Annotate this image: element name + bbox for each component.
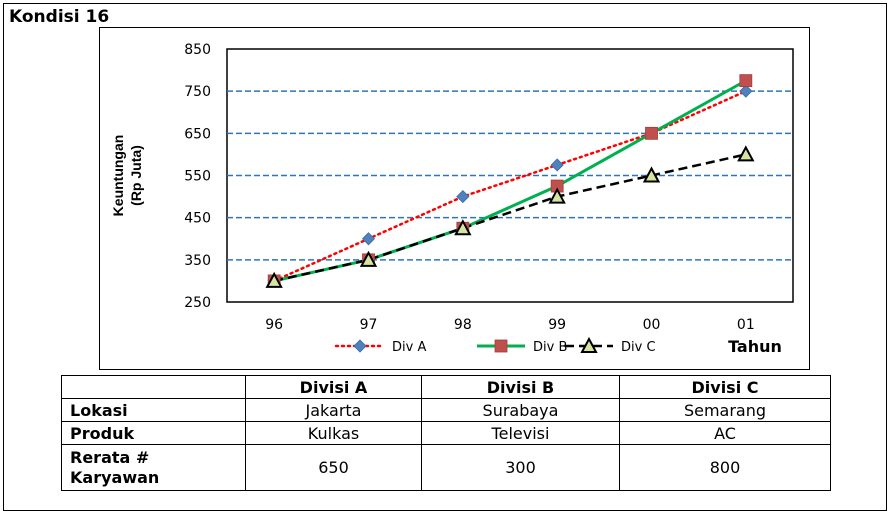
data-point-div-c xyxy=(359,250,378,267)
cell-produk-b: Televisi xyxy=(421,421,620,445)
cell-lokasi-b: Surabaya xyxy=(421,398,620,422)
table-header-divisi-a: Divisi A xyxy=(245,375,422,399)
cell-karyawan-b: 300 xyxy=(421,444,620,491)
y-tick-label: 450 xyxy=(184,211,211,227)
data-point-div-a xyxy=(456,190,470,204)
x-axis-label: Tahun xyxy=(728,337,782,356)
row-label-lokasi: Lokasi xyxy=(61,398,246,422)
cell-produk-c: AC xyxy=(619,421,831,445)
cell-produk-a: Kulkas xyxy=(245,421,422,445)
data-point-div-a xyxy=(550,158,564,172)
data-point-div-c xyxy=(642,166,661,183)
x-tick-label: 97 xyxy=(360,317,378,333)
cell-lokasi-a: Jakarta xyxy=(245,398,422,422)
data-point-div-c xyxy=(265,271,283,288)
y-tick-label: 550 xyxy=(184,169,211,185)
x-tick-label: 99 xyxy=(548,317,566,333)
y-tick-label: 250 xyxy=(184,295,211,311)
outer-frame xyxy=(3,3,887,511)
legend-label-div-b: Div B xyxy=(533,340,567,355)
data-point-div-c xyxy=(737,145,755,162)
cell-karyawan-c: 800 xyxy=(619,444,831,491)
y-tick-label: 850 xyxy=(184,42,211,58)
table-row: Produk Kulkas Televisi AC xyxy=(61,421,831,445)
table-header-empty xyxy=(61,375,246,399)
cell-lokasi-c: Semarang xyxy=(619,398,831,422)
legend-marker-div-c xyxy=(580,336,598,353)
series-line-div-c xyxy=(273,153,747,283)
series-line-div-a xyxy=(272,89,748,283)
y-axis-label: (Rp Juta) xyxy=(128,145,144,206)
data-point-div-c xyxy=(454,219,472,236)
x-tick-label: 00 xyxy=(643,317,661,333)
legend-marker-div-b xyxy=(494,339,508,353)
legend-marker-div-a xyxy=(353,339,367,353)
table-header-row: Divisi A Divisi B Divisi C xyxy=(61,375,831,399)
division-table: Divisi A Divisi B Divisi C Lokasi Jakart… xyxy=(61,375,831,491)
row-label-karyawan: Rerata # Karyawan xyxy=(61,444,246,491)
table-row: Rerata # Karyawan 650 300 800 xyxy=(61,444,831,491)
x-tick-label: 98 xyxy=(454,317,472,333)
x-tick-label: 01 xyxy=(737,317,755,333)
data-point-div-a xyxy=(739,84,753,98)
page-title: Kondisi 16 xyxy=(9,7,110,27)
row-label-produk: Produk xyxy=(61,421,246,445)
table-header-divisi-b: Divisi B xyxy=(421,375,620,399)
table-row: Lokasi Jakarta Surabaya Semarang xyxy=(61,398,831,422)
data-point-div-a xyxy=(361,232,376,246)
data-point-div-b xyxy=(645,126,658,140)
cell-karyawan-a: 650 xyxy=(245,444,422,491)
y-axis-label: Keuntungan xyxy=(110,135,126,217)
y-tick-label: 750 xyxy=(184,84,211,100)
legend-label-div-a: Div A xyxy=(392,340,426,355)
x-tick-label: 96 xyxy=(265,317,283,333)
legend-label-div-c: Div C xyxy=(621,340,656,355)
y-tick-label: 350 xyxy=(184,253,211,269)
y-tick-label: 650 xyxy=(184,126,211,142)
series-line-div-b xyxy=(273,79,747,283)
chart-container: 250 350 450 550 650 750 850 96 97 98 99 00 01 Keuntun… xyxy=(99,27,810,370)
line-chart: 250 350 450 550 650 750 850 96 97 98 99 00 01 Keuntun… xyxy=(110,42,794,356)
data-point-div-c xyxy=(548,187,566,204)
table-header-divisi-c: Divisi C xyxy=(619,375,831,399)
data-point-div-b xyxy=(739,74,753,88)
